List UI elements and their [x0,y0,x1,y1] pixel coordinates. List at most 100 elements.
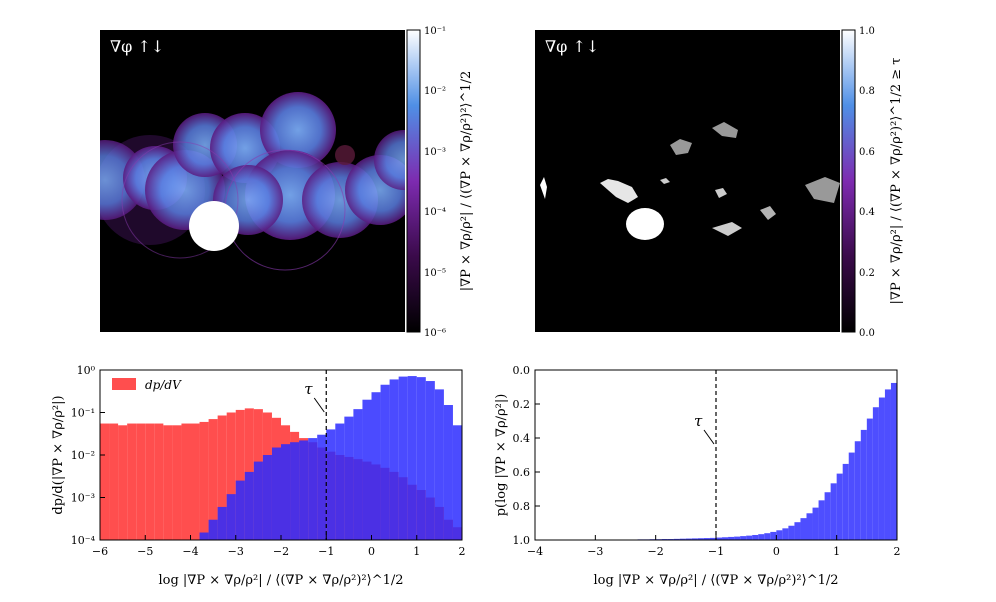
histogram-bar [825,492,831,540]
top-right-colorbar-ticks: 1.0 0.8 0.6 0.4 0.2 0.0 [859,26,875,339]
y-tick-label: 10⁻³ [71,492,95,505]
histogram-bar [891,383,897,540]
histogram-bar [740,536,746,540]
histogram-bar [100,424,109,540]
histogram-bar [770,532,776,540]
x-tick-label: −3 [587,545,603,558]
legend-swatch-dpdv [112,378,136,390]
x-tick-label: 0 [368,545,375,558]
histogram-bar [372,392,381,540]
top-left-colorbar [407,30,420,332]
histogram-bar [444,405,453,540]
cbar-log-tick: 10⁻⁶ [424,328,446,339]
cbar-lin-tick: 0.6 [859,147,875,158]
y-tick-label: 1.0 [513,534,531,547]
histogram-bar [408,376,417,540]
histogram-bar [200,422,209,540]
bottom-right-tau-arrow [704,430,714,444]
histogram-bar [191,424,200,540]
x-tick-label: −4 [182,545,198,558]
histogram-bar [390,379,399,540]
x-tick-label: −1 [318,545,334,558]
histogram-bar [227,494,236,540]
top-left-panel-label: ∇φ ↑↓ [110,37,164,56]
histogram-bar [109,424,118,540]
bottom-left-ylabel: dp/d(|∇P × ∇ρ/ρ²|) [51,395,66,514]
histogram-bar [794,522,800,540]
x-tick-label: −1 [708,545,724,558]
cbar-lin-tick: 0.2 [859,268,875,279]
cbar-log-tick: 10⁻² [424,86,446,97]
histogram-bar [426,381,435,540]
histogram-bar [813,508,819,540]
histogram-bar [254,462,263,540]
histogram-bar [290,442,299,540]
histogram-bar [734,537,740,540]
y-tick-label: 0.2 [513,398,531,411]
x-tick-label: 1 [413,545,420,558]
histogram-bar [154,424,163,540]
x-tick-label: −5 [137,545,153,558]
histogram-bar [218,507,227,540]
histogram-bar [308,438,317,540]
histogram-bar [752,535,758,540]
histogram-bar [344,417,353,540]
histogram-bar [281,444,290,540]
histogram-bar [353,409,362,540]
top-right-colorbar-label: |∇P × ∇ρ/ρ²| / ⟨(∇P × ∇ρ/ρ²)²⟩^1/2 ≥ τ [889,58,904,305]
histogram-bar [453,425,462,540]
x-tick-label: 2 [894,545,901,558]
histogram-bar [181,424,190,540]
y-tick-label: 0.6 [513,466,531,479]
histogram-bar [873,407,879,540]
histogram-bar [272,448,281,540]
y-tick-label: 0.0 [513,364,531,377]
cbar-lin-tick: 0.0 [859,328,875,339]
histogram-bar [127,424,136,540]
histogram-bar [800,518,806,540]
top-right-image [535,30,840,332]
histogram-bar [435,389,444,540]
histogram-bar [145,424,154,540]
y-tick-label: 0.4 [513,432,531,445]
bottom-left-tau-label: τ [304,380,313,398]
bottom-right-bars [619,383,897,540]
legend-label-dpdv: dp/dV [145,378,182,392]
histogram-bar [782,528,788,540]
bottom-right-xlabel: log |∇P × ∇ρ/ρ²| / ⟨(∇P × ∇ρ/ρ²)²⟩^1/2 [593,573,838,588]
histogram-bar [172,425,181,540]
y-tick-label: 10⁻⁴ [71,534,96,547]
top-left-colorbar-ticks: 10⁻¹ 10⁻² 10⁻³ 10⁻⁴ 10⁻⁵ 10⁻⁶ [424,26,446,339]
histogram-bar [118,425,127,540]
histogram-bar [417,377,426,540]
cbar-lin-tick: 0.4 [859,207,875,218]
x-tick-label: 2 [459,545,466,558]
bottom-right-tau-label: τ [694,412,703,430]
cbar-log-tick: 10⁻⁴ [424,207,446,218]
histogram-bar [807,513,813,540]
histogram-bar [335,424,344,540]
bottom-right-ylabel: p(log |∇P × ∇ρ/ρ²|) [494,394,509,517]
histogram-bar [236,481,245,540]
histogram-bar [317,435,326,540]
histogram-bar [163,425,172,540]
histogram-bar [399,377,408,540]
histogram-bar [788,526,794,540]
histogram-bar [746,536,752,540]
histogram-bar [381,385,390,540]
histogram-bar [326,429,335,540]
y-tick-label: 0.8 [513,500,531,513]
top-right-panel-label: ∇φ ↑↓ [545,37,599,56]
histogram-bar [263,455,272,540]
histogram-bar [299,440,308,540]
bottom-left-xlabel: log |∇P × ∇ρ/ρ²| / ⟨(∇P × ∇ρ/ρ²)²⟩^1/2 [158,573,403,588]
histogram-bar [843,464,849,540]
cbar-log-tick: 10⁻¹ [424,26,446,37]
top-left-panel: ∇φ ↑↓ 10⁻¹ 10⁻² 10⁻³ 10⁻⁴ 10⁻⁵ 10⁻⁶ |∇P … [65,26,474,339]
histogram-bar [764,533,770,540]
histogram-bar [867,419,873,540]
x-tick-label: −2 [648,545,664,558]
histogram-bar [831,483,837,540]
bottom-left-bars [100,376,462,540]
